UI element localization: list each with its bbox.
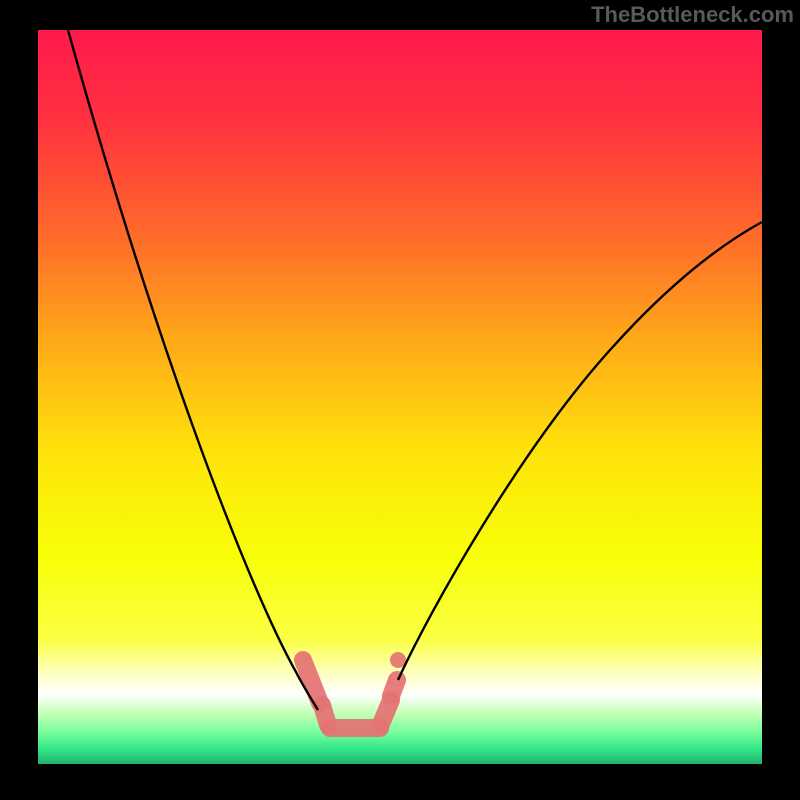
chart-canvas: TheBottleneck.com (0, 0, 800, 800)
watermark-text: TheBottleneck.com (591, 2, 794, 28)
curve-layer (0, 0, 800, 800)
right-curve (398, 222, 762, 680)
bottom-marks (303, 652, 406, 728)
left-curve (68, 30, 318, 710)
